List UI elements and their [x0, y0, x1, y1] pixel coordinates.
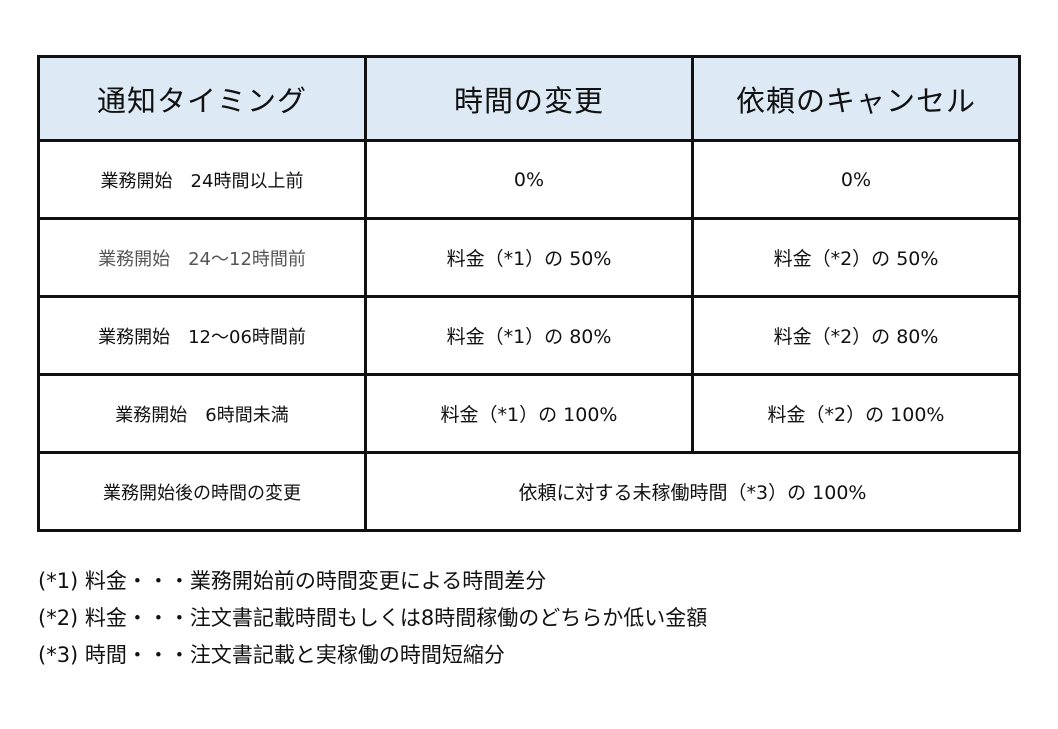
table-row: 業務開始 12～06時間前 料金（*1）の 80% 料金（*2）の 80% — [37, 295, 1021, 376]
change-fee-cell: 料金（*1）の 80% — [364, 295, 694, 376]
timing-cell: 業務開始 24時間以上前 — [37, 139, 367, 220]
table-row: 業務開始後の時間の変更 依頼に対する未稼働時間（*3）の 100% — [37, 451, 1021, 532]
table-row: 業務開始 6時間未満 料金（*1）の 100% 料金（*2）の 100% — [37, 373, 1021, 454]
cancel-fee-cell: 料金（*2）の 100% — [691, 373, 1021, 454]
table-header-row: 通知タイミング 時間の変更 依頼のキャンセル — [37, 55, 1021, 142]
merged-fee-cell: 依頼に対する未稼働時間（*3）の 100% — [364, 451, 1021, 532]
table-row: 業務開始 24～12時間前 料金（*1）の 50% 料金（*2）の 50% — [37, 217, 1021, 298]
cancellation-fee-table: 通知タイミング 時間の変更 依頼のキャンセル 業務開始 24時間以上前 0% 0… — [37, 55, 1021, 532]
cancel-fee-cell: 料金（*2）の 80% — [691, 295, 1021, 376]
footnotes: (*1) 料金・・・業務開始前の時間変更による時間差分 (*2) 料金・・・注文… — [38, 563, 707, 674]
footnote-2: (*2) 料金・・・注文書記載時間もしくは8時間稼働のどちらか低い金額 — [38, 606, 708, 630]
footnote-3: (*3) 時間・・・注文書記載と実稼働の時間短縮分 — [38, 643, 505, 667]
timing-cell: 業務開始 12～06時間前 — [37, 295, 367, 376]
header-request-cancel: 依頼のキャンセル — [691, 55, 1021, 142]
change-fee-cell: 0% — [364, 139, 694, 220]
timing-cell: 業務開始 6時間未満 — [37, 373, 367, 454]
header-time-change: 時間の変更 — [364, 55, 694, 142]
timing-cell: 業務開始後の時間の変更 — [37, 451, 367, 532]
table-row: 業務開始 24時間以上前 0% 0% — [37, 139, 1021, 220]
cancel-fee-cell: 0% — [691, 139, 1021, 220]
timing-cell: 業務開始 24～12時間前 — [37, 217, 367, 298]
change-fee-cell: 料金（*1）の 100% — [364, 373, 694, 454]
header-notification-timing: 通知タイミング — [37, 55, 367, 142]
cancel-fee-cell: 料金（*2）の 50% — [691, 217, 1021, 298]
footnote-1: (*1) 料金・・・業務開始前の時間変更による時間差分 — [38, 569, 547, 593]
change-fee-cell: 料金（*1）の 50% — [364, 217, 694, 298]
